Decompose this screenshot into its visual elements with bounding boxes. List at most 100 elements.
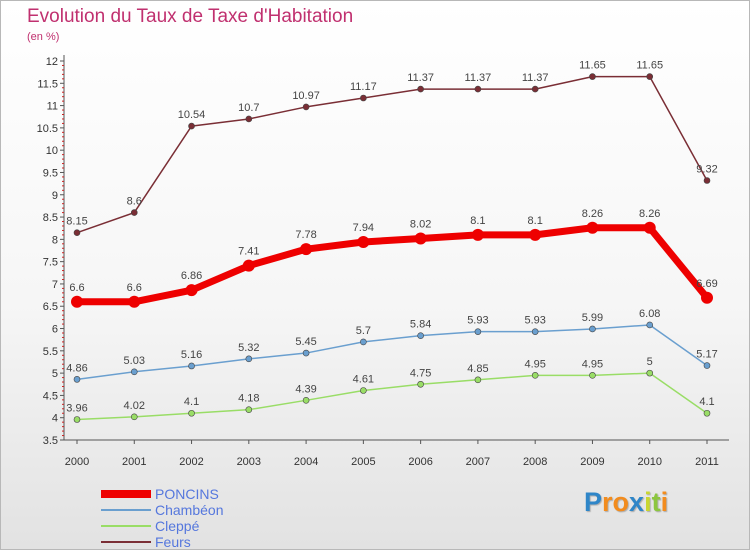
data-point [531,85,539,93]
series-line [76,324,708,381]
data-label: 8.15 [66,216,87,228]
y-tick-label: 10 [46,145,58,157]
x-tick-label: 2006 [408,456,432,468]
data-label: 4.18 [238,393,259,405]
data-point [73,416,81,423]
data-point [360,387,367,394]
data-label: 6.08 [639,308,660,320]
data-label: 11.37 [407,72,434,84]
data-point [185,284,198,297]
data-point [417,85,424,93]
data-point [474,328,482,335]
data-point [646,73,654,80]
x-tick-label: 2004 [294,456,318,468]
data-label: 5.32 [238,342,259,354]
logo-letter: P [584,487,603,517]
proxiti-logo: Proxiti [584,487,668,518]
data-label: 8.1 [528,215,543,227]
data-label: 4.86 [66,362,87,374]
legend-label: PONCINS [155,486,219,502]
data-label: 8.26 [639,208,660,220]
series-line [76,372,708,421]
x-tick-label: 2011 [695,456,719,468]
data-label: 7.78 [295,229,316,241]
x-tick-label: 2001 [122,456,146,468]
data-point [360,94,367,102]
data-point [128,295,141,308]
y-tick-label: 9.5 [43,167,58,179]
data-point [188,362,195,370]
y-tick-label: 8 [52,234,58,246]
data-label: 11.17 [350,81,377,93]
y-tick-label: 7 [52,279,58,291]
data-point [417,380,424,388]
x-tick-label: 2007 [466,456,490,468]
data-label: 5.17 [696,349,717,361]
data-label: 11.65 [636,60,663,72]
data-label: 6.69 [696,278,717,290]
data-point [531,372,539,379]
chart-title: Evolution du Taux de Taxe d'Habitation [27,6,354,27]
data-label: 4.95 [582,358,603,370]
data-label: 5.45 [295,336,316,348]
y-tick-label: 4 [52,413,58,425]
logo-letter: t [651,487,661,517]
data-label: 4.1 [699,396,714,408]
y-tick-label: 3.5 [43,435,58,447]
data-point [703,177,711,184]
data-point [188,122,195,130]
data-point [130,209,138,216]
y-tick-label: 12 [46,56,58,68]
data-point [703,362,711,369]
x-tick-label: 2003 [237,456,261,468]
x-tick-label: 2010 [637,456,661,468]
data-point [130,413,138,421]
x-tick-label: 2005 [351,456,375,468]
data-point [474,376,482,384]
y-tick-label: 6 [52,324,58,336]
data-point [646,321,654,329]
legend-swatch [101,490,151,498]
data-label: 4.1 [184,396,199,408]
data-point [701,291,713,304]
data-label: 4.39 [295,383,316,395]
data-point [188,409,195,417]
data-point [646,369,654,377]
legend-label: Feurs [155,534,191,550]
data-label: 11.37 [522,72,549,84]
legend-swatch [101,509,151,511]
data-label: 5.84 [410,319,431,331]
y-tick-label: 7.5 [43,257,58,269]
series-line [77,224,710,306]
y-tick-label: 11.5 [37,78,58,90]
y-tick-label: 8.5 [43,212,58,224]
data-point [414,232,427,245]
data-point [643,221,656,234]
data-label: 9.32 [696,163,717,175]
y-tick-label: 10.5 [37,123,58,135]
data-point [417,332,424,339]
data-point [529,228,542,241]
data-point [302,397,310,404]
data-label: 10.54 [178,109,206,121]
data-label: 5.93 [467,315,488,327]
data-point [586,221,599,234]
data-point [360,338,367,346]
data-label: 6.86 [181,270,202,282]
legend-swatch [101,525,151,527]
data-label: 5.7 [356,325,371,337]
logo-letter: r [602,487,613,517]
data-label: 5 [647,356,653,368]
x-tick-label: 2009 [580,456,604,468]
data-label: 4.95 [524,358,545,370]
data-label: 8.02 [410,218,431,230]
logo-letter: i [660,487,669,517]
logo-letter: i [644,487,652,517]
y-tick-label: 9 [52,190,58,202]
data-point [73,376,81,383]
data-label: 5.93 [524,315,545,327]
data-label: 4.75 [410,367,431,379]
data-point [474,85,482,93]
data-point [589,73,596,80]
legend-label: Cleppé [155,518,200,534]
